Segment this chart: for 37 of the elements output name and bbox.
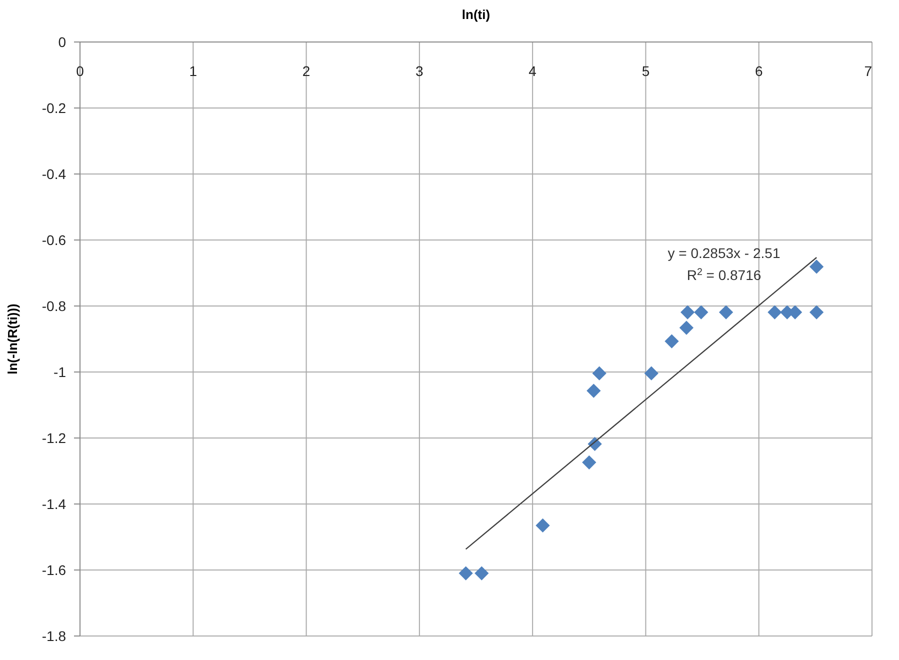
x-tick-label: 1 — [189, 63, 198, 79]
y-tick-label: -1 — [54, 364, 66, 380]
y-tick-label: 0 — [58, 34, 66, 50]
point — [809, 305, 824, 320]
annotation: R$^{2}$ = 0.8716 — [686, 266, 762, 283]
x-tick-label: 2 — [302, 63, 310, 79]
point — [586, 384, 601, 398]
y-tick-label: -1.8 — [42, 628, 66, 644]
x-tick-label: 5 — [642, 63, 650, 79]
point — [458, 566, 473, 580]
y-tick-label: -0.4 — [42, 166, 66, 182]
point — [718, 305, 734, 320]
y-axis-title: ln(-ln(R(ti))) — [5, 304, 20, 374]
point — [694, 305, 708, 320]
y-tick-label: -0.8 — [42, 298, 66, 314]
x-tick-label: 7 — [864, 63, 872, 79]
point — [474, 566, 489, 580]
annotation: y = 0.2853x - 2.51 — [668, 245, 780, 261]
x-axis-title: ln(ti) — [462, 7, 490, 22]
point — [592, 366, 606, 380]
point — [536, 518, 550, 533]
y-tick-label: -0.6 — [42, 232, 66, 248]
y-tick-label: -1.4 — [42, 496, 66, 512]
point — [582, 455, 596, 470]
point — [680, 305, 695, 320]
point — [768, 305, 782, 320]
x-tick-label: 3 — [416, 63, 424, 79]
point — [679, 320, 694, 335]
y-tick-label: -1.6 — [42, 562, 66, 578]
x-tick-label: 0 — [76, 63, 84, 79]
point — [809, 260, 824, 274]
point — [644, 366, 658, 380]
x-tick-label: 6 — [754, 63, 763, 79]
y-tick-label: -0.2 — [42, 100, 66, 116]
point — [664, 334, 679, 348]
y-tick-label: -1.2 — [42, 430, 66, 446]
x-tick-label: 4 — [528, 63, 537, 79]
